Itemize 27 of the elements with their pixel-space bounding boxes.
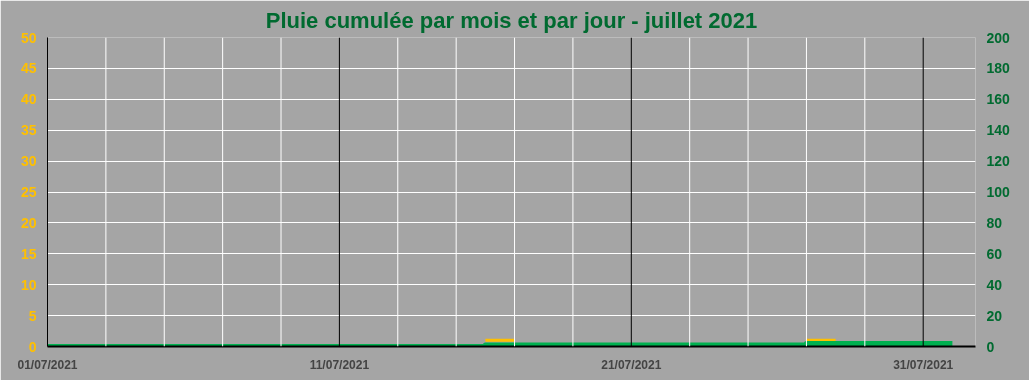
y2-tick-label: 140 [986, 122, 1011, 139]
y-tick-label: 15 [20, 245, 37, 262]
y2-tick-label: 20 [986, 307, 1003, 324]
chart-title: Pluie cumulée par mois et par jour - juillet 2021 [265, 7, 758, 33]
y2-tick-label: 60 [986, 245, 1003, 262]
y-tick-label: 20 [20, 214, 37, 231]
y-tick-label: 30 [20, 153, 37, 170]
x-tick-label: 01/07/2021 [17, 357, 78, 372]
y-tick-label: 45 [20, 60, 37, 77]
y2-tick-label: 100 [986, 184, 1011, 200]
y-tick-label: 40 [20, 91, 37, 108]
y2-tick-label: 40 [986, 276, 1003, 293]
y2-tick-label: 200 [986, 29, 1011, 46]
y2-tick-label: 80 [986, 214, 1003, 231]
x-tick-label: 31/07/2021 [893, 357, 954, 372]
y-tick-label: 10 [20, 276, 37, 293]
y-tick-label: 5 [28, 307, 37, 324]
y2-tick-label: 180 [986, 60, 1011, 77]
y-tick-label: 0 [28, 338, 37, 355]
x-tick-label: 21/07/2021 [601, 357, 662, 372]
y2-tick-label: 120 [986, 153, 1011, 170]
y-tick-label: 25 [20, 184, 37, 200]
y2-tick-label: 160 [986, 91, 1011, 108]
y-tick-label: 50 [20, 29, 37, 46]
x-tick-label: 11/07/2021 [309, 357, 370, 372]
y-tick-label: 35 [20, 122, 37, 139]
y2-tick-label: 0 [986, 338, 995, 355]
